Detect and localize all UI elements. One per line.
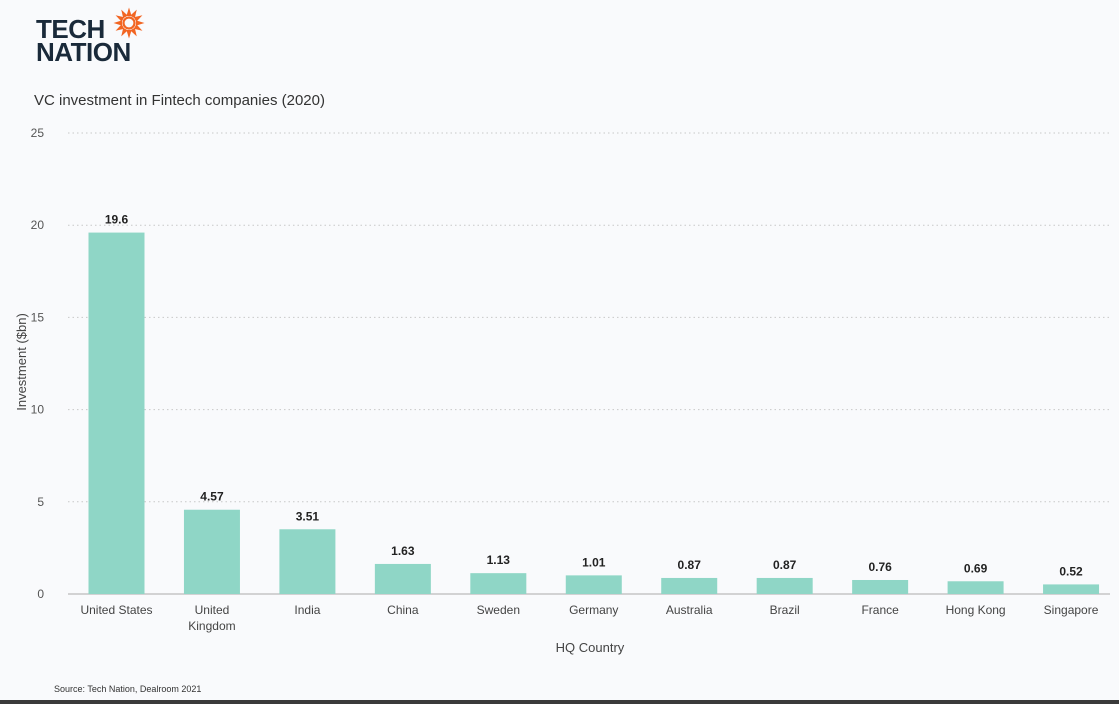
tech-nation-logo: TECH NATION (36, 6, 156, 66)
bar (183, 509, 240, 594)
x-tick-label: Australia (666, 603, 713, 617)
source-note: Source: Tech Nation, Dealroom 2021 (54, 684, 202, 694)
data-label: 1.01 (582, 555, 606, 569)
logo-line-1: TECH (36, 14, 105, 44)
bar (470, 573, 527, 594)
x-tick-label: Kingdom (188, 619, 235, 633)
bar (565, 575, 622, 594)
y-tick-label: 10 (31, 403, 45, 417)
x-tick-label: China (387, 603, 419, 617)
y-tick-label: 0 (37, 587, 44, 601)
x-tick-label: France (861, 603, 899, 617)
x-tick-label: Germany (569, 603, 618, 617)
data-label: 3.51 (296, 509, 320, 523)
x-tick-label: United (195, 603, 230, 617)
y-tick-label: 20 (31, 218, 45, 232)
bar (756, 577, 813, 594)
data-label: 4.57 (200, 490, 224, 504)
bar (88, 232, 145, 595)
data-label: 0.52 (1059, 564, 1083, 578)
bar (947, 581, 1004, 594)
bottom-bar (0, 700, 1119, 704)
data-label: 0.69 (964, 561, 988, 575)
bar (374, 563, 431, 594)
x-tick-label: India (294, 603, 320, 617)
y-tick-label: 5 (37, 495, 44, 509)
y-axis-title: Investment ($bn) (14, 313, 29, 411)
data-label: 1.13 (487, 553, 511, 567)
bar (279, 529, 336, 594)
x-tick-label: Singapore (1044, 603, 1099, 617)
logo-line-2: NATION (36, 37, 131, 67)
bar (1043, 584, 1100, 594)
bar (661, 577, 718, 594)
data-label: 0.76 (868, 560, 892, 574)
bar (852, 579, 909, 594)
chart-title: VC investment in Fintech companies (2020… (34, 92, 325, 109)
y-tick-label: 15 (31, 310, 45, 324)
y-tick-label: 25 (31, 126, 45, 140)
x-axis-title: HQ Country (556, 640, 625, 655)
x-tick-label: Sweden (477, 603, 520, 617)
data-label: 19.6 (105, 213, 129, 227)
x-tick-label: United States (80, 603, 152, 617)
data-label: 0.87 (678, 558, 702, 572)
x-tick-label: Brazil (770, 603, 800, 617)
data-label: 1.63 (391, 544, 415, 558)
sunburst-icon (113, 7, 145, 39)
data-label: 0.87 (773, 558, 797, 572)
x-tick-label: Hong Kong (946, 603, 1006, 617)
